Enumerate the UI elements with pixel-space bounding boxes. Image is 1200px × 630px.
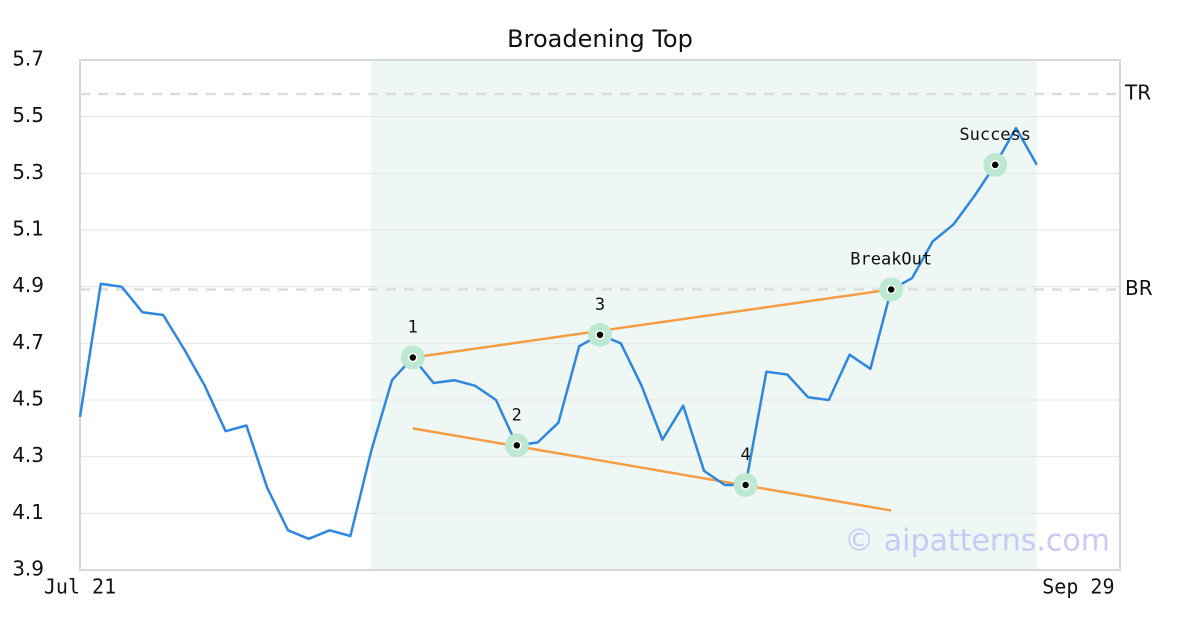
annotation-label: 1: [408, 318, 418, 338]
x-tick-label: Jul 21: [44, 575, 116, 599]
watermark: © aipatterns.com: [844, 524, 1110, 559]
y-tick-label: 4.1: [12, 500, 44, 524]
y-tick-label: 5.7: [12, 47, 44, 71]
annotation-label: 3: [595, 295, 605, 315]
y-tick-label: 5.5: [12, 103, 44, 127]
annotation-label: 4: [740, 445, 750, 465]
y-tick-label: 3.9: [12, 557, 44, 581]
annotation-point: [595, 330, 605, 340]
annotation-point: [408, 352, 418, 363]
y-tick-label: 5.1: [12, 217, 44, 241]
annotation-point: [740, 480, 751, 490]
level-label: BR: [1125, 276, 1153, 300]
y-tick-label: 4.7: [12, 330, 44, 354]
level-label: TR: [1124, 81, 1151, 105]
chart-title: Broadening Top: [507, 25, 693, 53]
annotation-label: 2: [512, 405, 522, 425]
y-tick-label: 4.5: [12, 387, 44, 411]
x-tick-label: Sep 29: [1042, 575, 1114, 599]
annotation-label: BreakOut: [850, 250, 932, 270]
price-line: [78, 126, 1038, 541]
y-tick-label: 4.3: [12, 443, 44, 467]
trend-line: [412, 288, 892, 359]
y-tick-label: 4.9: [12, 273, 44, 297]
annotation-point: [512, 440, 522, 451]
y-tick-label: 5.3: [12, 160, 44, 184]
annotation-point: [886, 284, 896, 295]
plot-frame: [79, 59, 1121, 571]
annotation-label: Success: [959, 125, 1031, 145]
trend-line: [412, 427, 892, 512]
annotation-point: [990, 160, 1000, 170]
plot-layer: 3.9 4.1 4.3 4.5 4.7 4.9 5.1 5.3 5.5 5.7 Jul 21 Sep …: [12, 47, 1153, 599]
